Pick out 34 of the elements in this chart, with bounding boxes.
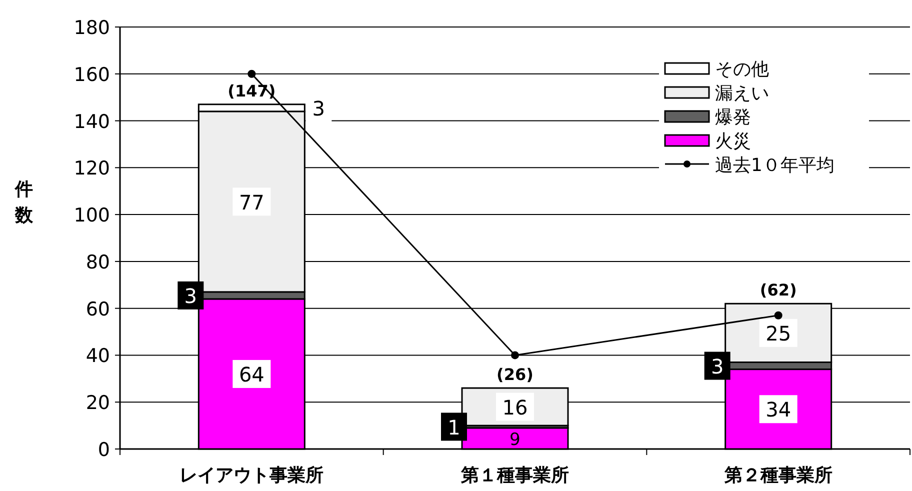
y-tick-label: 100 <box>74 204 110 227</box>
y-tick-label: 140 <box>74 110 110 133</box>
y-tick-label: 0 <box>98 439 110 461</box>
y-tick-label: 40 <box>86 345 110 368</box>
data-label: 77 <box>238 190 264 214</box>
legend-label: 過去1０年平均 <box>715 155 834 176</box>
data-label: 9 <box>510 430 520 450</box>
y-tick-label: 120 <box>74 158 110 180</box>
legend-label: 爆発 <box>715 107 751 128</box>
legend-label: 火災 <box>715 131 751 152</box>
y-axis-title: 件数 <box>14 179 34 226</box>
x-tick-label: 第２種事業所 <box>723 465 832 486</box>
total-label: (26) <box>496 365 534 384</box>
data-label: 16 <box>502 395 528 420</box>
data-label: 64 <box>238 362 264 387</box>
y-tick-label: 180 <box>74 17 110 39</box>
y-tick-label: 80 <box>86 251 110 274</box>
data-label: 25 <box>766 322 792 346</box>
data-label: 34 <box>766 398 792 422</box>
x-tick-label: 第１種事業所 <box>460 465 569 486</box>
y-tick-label: 60 <box>86 298 110 320</box>
point <box>248 70 256 78</box>
point <box>511 351 519 360</box>
data-label: 1 <box>448 415 460 440</box>
total-label: (62) <box>760 280 797 300</box>
legend-label: 漏えい <box>715 83 769 104</box>
y-tick-label: 20 <box>86 392 110 414</box>
point <box>774 311 782 320</box>
y-tick-label: 160 <box>74 64 110 86</box>
legend-label: その他 <box>715 59 769 80</box>
x-tick-label: レイアウト事業所 <box>180 465 324 486</box>
data-label: 3 <box>312 96 326 120</box>
data-label: 3 <box>184 284 198 308</box>
data-label: 3 <box>710 354 724 378</box>
